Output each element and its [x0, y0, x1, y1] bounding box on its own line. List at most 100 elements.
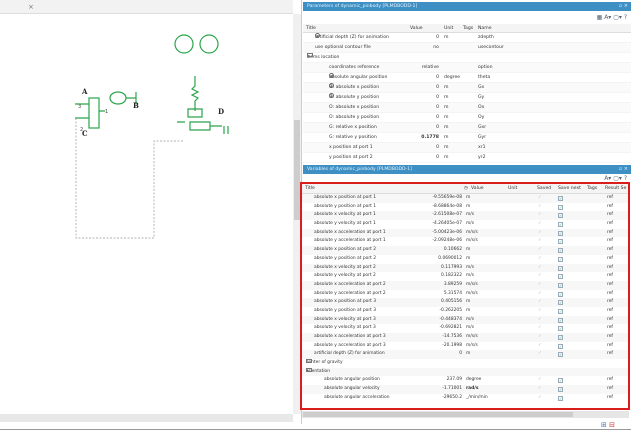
save-next-checkbox[interactable]: ✓: [558, 343, 563, 349]
table-row[interactable]: ▾ orientation: [302, 367, 628, 377]
toolbar-icons[interactable]: ▦ A▾ ▢▾ ?: [596, 14, 627, 21]
column-result-set[interactable]: Result Se: [605, 186, 627, 191]
column-value[interactable]: Value: [410, 26, 423, 31]
save-next-checkbox[interactable]: ✓: [558, 335, 563, 340]
column-saved[interactable]: Saved: [537, 186, 552, 191]
row-value[interactable]: 0.1778: [421, 135, 439, 140]
panel-window-icons[interactable]: ▫ ×: [618, 166, 628, 172]
save-next-checkbox[interactable]: ✓: [558, 326, 563, 332]
column-save-next[interactable]: Save next: [558, 186, 581, 191]
close-icon[interactable]: ×: [28, 3, 34, 11]
table-row[interactable]: ▸ center of gravity: [302, 359, 628, 368]
row-value[interactable]: relative: [421, 65, 439, 70]
column-unit[interactable]: Unit: [444, 26, 454, 31]
table-row[interactable]: absolute x acceleration at port 1 -5.0042…: [302, 228, 628, 238]
column-value[interactable]: Value: [471, 186, 484, 191]
save-next-checkbox[interactable]: ✓: [558, 213, 563, 219]
table-row[interactable]: absolute angular velocity -1.71001 rad/s ✓ ✓…: [302, 385, 628, 394]
scrollbar-thumb[interactable]: [303, 412, 573, 417]
save-next-checkbox[interactable]: ✓: [558, 282, 563, 288]
save-next-checkbox[interactable]: ✓: [558, 248, 563, 254]
table-row[interactable]: absolute y acceleration at port 3 -20.199…: [302, 342, 628, 351]
save-next-checkbox[interactable]: ✓: [558, 256, 563, 262]
column-tags[interactable]: Tags: [587, 186, 598, 191]
table-row[interactable]: G: relative x position 0 m Gxr: [303, 123, 631, 133]
table-row[interactable]: # G: absolute x position 0 m Gx: [303, 83, 631, 93]
column-name[interactable]: Name: [478, 26, 492, 31]
row-value: 0.0690012: [438, 255, 462, 261]
save-next-checkbox[interactable]: ✓: [558, 308, 563, 314]
column-title[interactable]: Title: [306, 26, 316, 31]
table-row[interactable]: absolute x position at port 3 0.405156 m ✓ ✓…: [302, 298, 628, 307]
table-row[interactable]: absolute angular position 237.09 degree ✓ ✓ r…: [302, 376, 628, 385]
table-row[interactable]: absolute y acceleration at port 1 -2.0924…: [302, 237, 628, 246]
table-row[interactable]: absolute x velocity at port 2 0.117993 m/s…: [302, 263, 628, 273]
table-row[interactable]: absolute y velocity at port 1 -4.26405e-0…: [302, 220, 628, 229]
row-value[interactable]: 0: [436, 85, 439, 90]
scrollbar-thumb[interactable]: [294, 120, 300, 220]
sketch-diagram[interactable]: A B C D 2 1 3: [0, 14, 293, 414]
save-next-checkbox[interactable]: ✓: [558, 239, 563, 245]
column-title[interactable]: Title: [305, 186, 315, 191]
row-value[interactable]: 0: [436, 95, 439, 100]
table-row[interactable]: absolute y position at port 2 0.0690012 m ✓…: [302, 255, 628, 264]
save-next-checkbox[interactable]: ✓: [558, 265, 563, 271]
horizontal-scrollbar[interactable]: [0, 414, 293, 422]
table-row[interactable]: absolute x position at port 2 0.10662 m ✓ ✓ r…: [302, 246, 628, 255]
table-row[interactable]: absolute x velocity at port 1 -2.61508e-0…: [302, 211, 628, 221]
row-value[interactable]: 0: [436, 115, 439, 120]
save-next-checkbox[interactable]: ✓: [558, 395, 563, 401]
table-row[interactable]: x position at port 1 0 m xr1: [303, 143, 631, 153]
diagram-canvas[interactable]: × A B C D 2 1 3: [0, 0, 302, 424]
table-row[interactable]: G: relative y position 0.1778 m Gyr: [303, 133, 631, 143]
save-next-checkbox[interactable]: ✓: [558, 274, 563, 280]
row-value[interactable]: no: [433, 45, 439, 50]
row-unit: m: [444, 85, 449, 90]
table-row[interactable]: absolute angular acceleration -29650.2 _/m…: [302, 394, 628, 403]
table-row[interactable]: # G: absolute y position 0 m Gy: [303, 93, 631, 103]
table-row[interactable]: absolute x position at port 1 -9.55659e-0…: [302, 194, 628, 203]
table-row[interactable]: artificial depth (Z) for animation 0 m ✓ ✓ re…: [302, 350, 628, 360]
save-next-checkbox[interactable]: ✓: [558, 196, 563, 201]
table-row[interactable]: absolute y velocity at port 3 -0.692821 m/…: [302, 324, 628, 333]
row-value[interactable]: 0: [436, 105, 439, 110]
table-row[interactable]: absolute y position at port 1 -8.68864e-0…: [302, 203, 628, 212]
row-value[interactable]: 0: [436, 125, 439, 130]
table-row[interactable]: absolute y velocity at port 2 0.182322 m/s…: [302, 272, 628, 281]
save-next-checkbox[interactable]: ✓: [558, 317, 563, 323]
row-value[interactable]: 0: [436, 145, 439, 150]
save-next-checkbox[interactable]: ✓: [558, 378, 563, 384]
table-row[interactable]: y position at port 2 0 m yr2: [303, 153, 631, 163]
row-value[interactable]: 0: [436, 155, 439, 160]
table-row[interactable]: use optional contour file no usecontour: [303, 43, 631, 53]
row-result-set: ref: [607, 255, 613, 261]
table-row[interactable]: absolute x velocity at port 3 -0.448374 m/…: [302, 315, 628, 325]
table-row[interactable]: # absolute angular position 0 degree theta: [303, 73, 631, 83]
table-row[interactable]: O: absolute x position 0 m Ox: [303, 103, 631, 113]
table-row[interactable]: absolute x acceleration at port 2 3.89259…: [302, 280, 628, 290]
table-row[interactable]: absolute x acceleration at port 3 -14.753…: [302, 333, 628, 342]
toolbar-icons[interactable]: A▾ ▢▾ ?: [604, 175, 627, 182]
column-tags[interactable]: Tags: [463, 26, 474, 31]
row-value[interactable]: 0: [436, 75, 439, 80]
table-row[interactable]: # artificial depth (Z) for animation 0 m zde…: [303, 33, 631, 43]
column-unit[interactable]: Unit: [508, 186, 518, 191]
table-row[interactable]: coordinates reference relative option: [303, 63, 631, 73]
panel-window-icons[interactable]: ▫ ×: [618, 3, 628, 9]
bottom-action-icons[interactable]: ⊞ ⊟: [601, 421, 615, 429]
save-next-checkbox[interactable]: ✓: [558, 387, 563, 393]
save-next-checkbox[interactable]: ✓: [558, 291, 563, 297]
table-row[interactable]: absolute y position at port 3 -0.262205 m ✓…: [302, 307, 628, 316]
row-title-cell: coordinates reference: [329, 63, 379, 73]
expand-arrow-icon[interactable]: ▾: [307, 55, 310, 60]
save-next-checkbox[interactable]: ✓: [558, 352, 563, 358]
save-next-checkbox[interactable]: ✓: [558, 230, 563, 236]
save-next-checkbox[interactable]: ✓: [558, 204, 563, 210]
table-row[interactable]: ▾ items location: [303, 53, 631, 63]
table-row[interactable]: O: absolute y position 0 m Oy: [303, 113, 631, 123]
table-row[interactable]: absolute y acceleration at port 2 5.31574…: [302, 290, 628, 299]
row-name: Gxr: [478, 125, 487, 130]
save-next-checkbox[interactable]: ✓: [558, 222, 563, 228]
row-value[interactable]: 0: [436, 35, 439, 40]
save-next-checkbox[interactable]: ✓: [558, 300, 563, 306]
